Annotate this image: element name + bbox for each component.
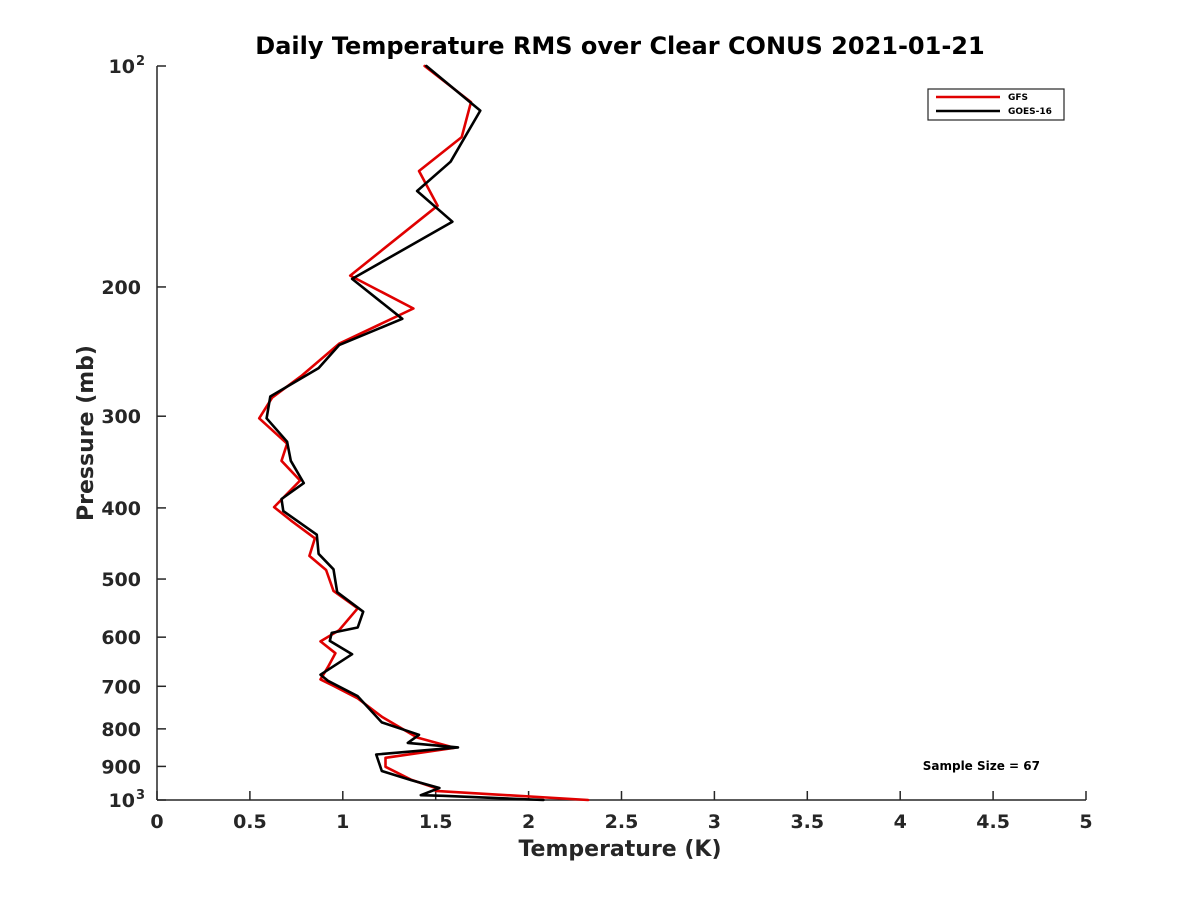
y-tick-label: 600	[101, 627, 141, 649]
y-tick-label-base: 500	[101, 569, 141, 591]
x-tick-label: 0	[150, 811, 163, 833]
y-tick-exponent: 2	[136, 54, 145, 69]
x-tick-label: 3.5	[790, 811, 824, 833]
x-tick-label: 2.5	[605, 811, 639, 833]
chart-title: Daily Temperature RMS over Clear CONUS 2…	[255, 32, 984, 60]
sample-size-annotation: Sample Size = 67	[923, 759, 1040, 773]
series-line-goes-16	[265, 64, 545, 802]
y-tick-label: 200	[101, 277, 141, 299]
y-tick-label-base: 900	[101, 756, 141, 778]
y-tick-label: 10	[109, 790, 135, 812]
x-tick-label: 0.5	[233, 811, 267, 833]
y-tick-exponent: 3	[136, 788, 145, 803]
legend-box	[927, 88, 1065, 121]
x-tick-label: 1	[336, 811, 349, 833]
series-layer	[257, 64, 590, 802]
y-tick-label: 300	[101, 406, 141, 428]
y-tick-label-base: 600	[101, 627, 141, 649]
legend: GFS GOES-16	[927, 88, 1065, 121]
x-tick-label: 3	[708, 811, 721, 833]
y-tick-label-base: 400	[101, 498, 141, 520]
y-tick-label: 800	[101, 719, 141, 741]
y-tick-label-base: 700	[101, 676, 141, 698]
y-tick-label-base: 800	[101, 719, 141, 741]
x-tick-label: 5	[1079, 811, 1092, 833]
y-axis-label: Pressure (mb)	[74, 345, 99, 521]
y-tick-label-base: 10	[109, 790, 135, 812]
y-tick-label-base: 300	[101, 406, 141, 428]
y-tick-label: 700	[101, 676, 141, 698]
x-ticks: 0 0.5 1 1.5 2 2.5 3 3.5 4 4.5 5	[150, 791, 1093, 833]
legend-label-gfs: GFS	[1008, 93, 1028, 103]
y-tick-label-base: 10	[109, 56, 135, 78]
x-tick-label: 1.5	[419, 811, 453, 833]
x-axis-label: Temperature (K)	[518, 837, 721, 862]
y-tick-label-base: 200	[101, 277, 141, 299]
y-tick-label: 500	[101, 569, 141, 591]
x-tick-label: 4	[894, 811, 907, 833]
x-tick-label: 4.5	[976, 811, 1010, 833]
y-tick-label: 10	[109, 56, 135, 78]
y-tick-label: 900	[101, 756, 141, 778]
y-tick-label: 400	[101, 498, 141, 520]
x-tick-label: 2	[522, 811, 535, 833]
legend-label-goes-16: GOES-16	[1008, 107, 1052, 117]
